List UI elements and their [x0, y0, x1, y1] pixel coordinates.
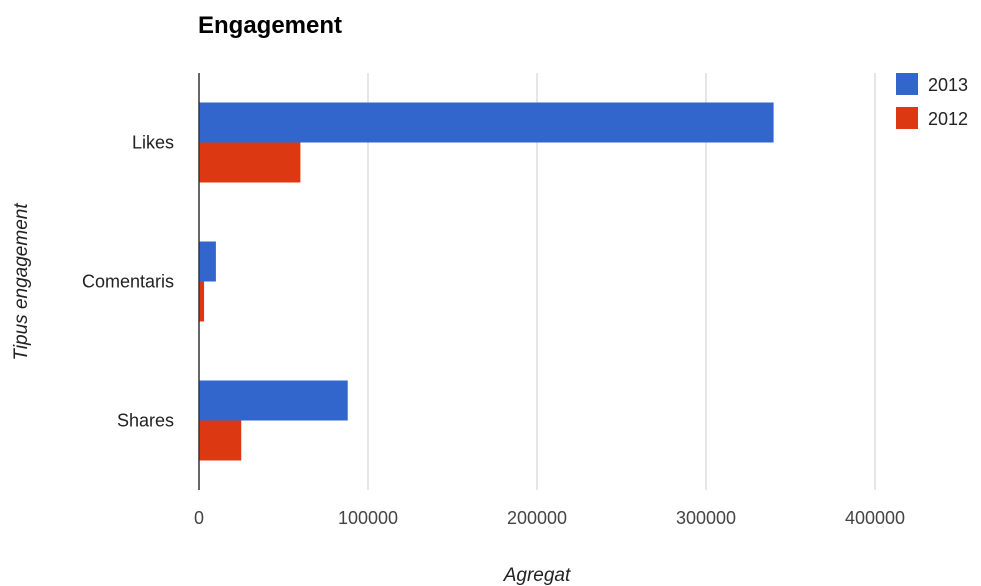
- legend-swatch-2012: [896, 107, 918, 129]
- category-label: Shares: [117, 411, 174, 431]
- legend-label: 2013: [928, 75, 968, 95]
- x-tick-label: 100000: [338, 508, 398, 528]
- x-tick-label: 400000: [845, 508, 905, 528]
- bar-likes-2013: [199, 102, 774, 143]
- category-label: Likes: [132, 133, 174, 153]
- category-label: Comentaris: [82, 272, 174, 292]
- x-tick-label: 0: [194, 508, 204, 528]
- x-tick-label: 200000: [507, 508, 567, 528]
- y-axis-label: Tipus engagement: [11, 203, 32, 361]
- bars: [199, 102, 774, 461]
- x-tick-labels: 0 100000 200000 300000 400000: [194, 508, 905, 528]
- x-axis-label: Agregat: [503, 565, 571, 586]
- category-labels: Likes Comentaris Shares: [82, 133, 174, 431]
- bar-shares-2013: [199, 380, 348, 421]
- bar-likes-2012: [199, 142, 301, 183]
- legend-swatch-2013: [896, 73, 918, 95]
- legend-label: 2012: [928, 109, 968, 129]
- bar-shares-2012: [199, 420, 242, 461]
- chart-title: Engagement: [198, 12, 342, 39]
- bar-comentaris-2013: [199, 241, 216, 282]
- x-tick-label: 300000: [676, 508, 736, 528]
- bar-comentaris-2012: [199, 281, 205, 322]
- legend: 2013 2012: [896, 73, 968, 129]
